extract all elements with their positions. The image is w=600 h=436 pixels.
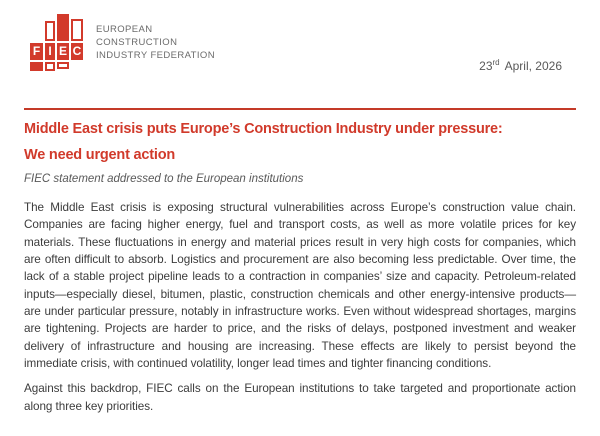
date-day: 23 [479,59,493,73]
logo-letter-i: I [45,43,55,60]
logo-letter-f: F [30,43,43,60]
body-paragraph-1: The Middle East crisis is exposing struc… [24,201,576,371]
document-header: F I E C EUROPEAN CONSTRUCTION INDUSTRY F… [0,0,600,72]
logo-bar [57,62,69,69]
logo-bar [45,21,55,41]
fiec-logo-icon: F I E C [30,14,86,72]
document-date: 23rd April, 2026 [479,58,562,73]
title-line-2: We need urgent action [24,147,176,163]
document-subtitle: FIEC statement addressed to the European… [24,173,304,185]
logo-letter-c: C [71,43,83,60]
date-rest: April, 2026 [504,59,562,73]
logo-bar [45,62,55,71]
title-line-1: Middle East crisis puts Europe’s Constru… [24,121,503,137]
document-title: Middle East crisis puts Europe’s Constru… [24,116,576,168]
logo-letter-e: E [57,43,69,60]
organization-name: EUROPEAN CONSTRUCTION INDUSTRY FEDERATIO… [96,14,215,62]
org-name-line-1: EUROPEAN [96,24,153,35]
logo-bar [71,19,83,41]
header-divider-rule [24,108,576,110]
body-paragraph-2: Against this backdrop, FIEC calls on the… [24,382,576,413]
org-name-line-2: CONSTRUCTION [96,37,178,48]
logo-bar [57,14,69,41]
date-ordinal: rd [492,58,500,67]
logo-bar [30,62,43,71]
document-body: The Middle East crisis is exposing struc… [24,199,576,415]
org-name-line-3: INDUSTRY FEDERATION [96,50,215,61]
